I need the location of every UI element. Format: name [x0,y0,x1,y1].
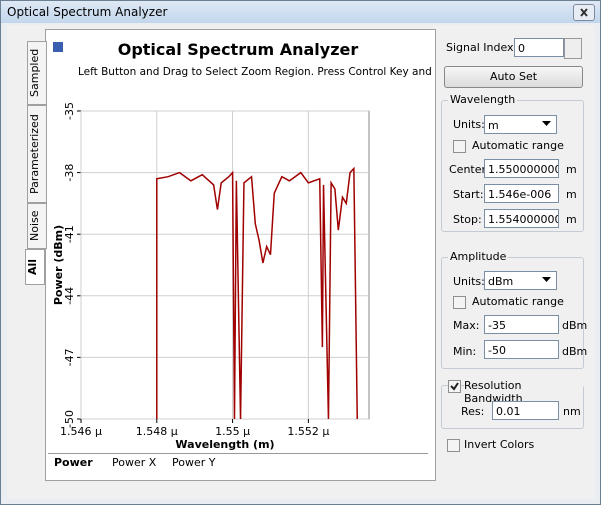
checkbox[interactable] [447,439,460,452]
label: Res: [461,405,485,418]
group-title: Wavelength [448,93,518,106]
wavelength-group: Wavelength Units: m Automatic range Cent… [441,93,584,232]
unit: dBm [562,345,588,358]
y-axis-label: Power (dBm) [52,225,65,305]
chart-icon [53,42,63,52]
x-tick-label: 1.546 µ [60,425,102,438]
input[interactable]: 1.5500000000 [484,159,559,178]
y-tick-label: -50 [63,410,76,428]
x-tick-label: 1.552 µ [287,425,329,438]
label: Units: [453,118,485,131]
units-select[interactable]: m [484,115,557,134]
label: Stop: [453,213,482,226]
label: Invert Colors [464,438,535,451]
chart: Optical Spectrum Analyzer Left Button an… [52,40,431,451]
side-tab[interactable]: Parameterized [27,105,47,203]
input[interactable]: 1.5540000000 [484,209,559,228]
amplitude-group: Amplitude Units: dBm Automatic range Max… [441,250,588,369]
spinner[interactable] [564,38,582,59]
unit: dBm [562,319,588,332]
spectrum-line [156,166,359,420]
label: Max: [453,319,480,332]
close-button[interactable] [573,4,595,21]
y-tick-label: -35 [63,102,76,120]
chart-subtitle: Left Button and Drag to Select Zoom Regi… [78,66,431,78]
x-tick-label: 1.548 µ [136,425,178,438]
group-title: Amplitude [448,250,509,263]
checkbox[interactable] [453,296,466,309]
auto-set-button[interactable]: Auto Set [444,66,583,88]
side-tab[interactable]: Noise [27,203,47,249]
window-title: Optical Spectrum Analyzer [7,5,168,19]
bottom-tab[interactable]: Power X [112,456,157,469]
resolution-group: Resolution Bandwidth Res: 0.01 nm [441,379,584,429]
label: Start: [453,188,484,201]
label: Signal Index: [446,41,518,54]
label: Automatic range [472,295,564,308]
bottom-tab-active[interactable]: Power [54,456,93,469]
unit: m [566,213,577,226]
x-axis-label: Wavelength (m) [175,438,274,451]
input[interactable]: -50 [484,340,559,359]
input[interactable]: -35 [484,315,559,334]
unit: nm [563,405,581,418]
bottom-tabs: Power Power X Power Y [48,453,428,472]
chart-title: Optical Spectrum Analyzer [118,40,359,59]
y-tick-label: -38 [63,164,76,182]
y-tick-label: -47 [63,348,76,366]
bottom-tab[interactable]: Power Y [172,456,216,469]
side-tab-active[interactable]: All [25,249,45,285]
unit: m [566,163,577,176]
y-tick-label: -41 [63,225,76,243]
label: Automatic range [472,139,564,152]
label: Min: [453,345,477,358]
label: Center: [449,163,490,176]
input[interactable]: 0.01 [492,401,559,420]
side-tab[interactable]: Sampled [27,41,47,105]
input[interactable]: 1.546e-006 [484,184,559,203]
x-tick-label: 1.55 µ [215,425,250,438]
unit: m [566,188,577,201]
label: Units: [453,275,485,288]
checkbox[interactable] [453,140,466,153]
y-tick-label: -44 [63,287,76,305]
checkbox-checked[interactable] [448,380,461,393]
title-bar: Optical Spectrum Analyzer [1,1,600,23]
signal-index-input[interactable]: 0 [514,38,564,57]
units-select[interactable]: dBm [484,271,557,290]
